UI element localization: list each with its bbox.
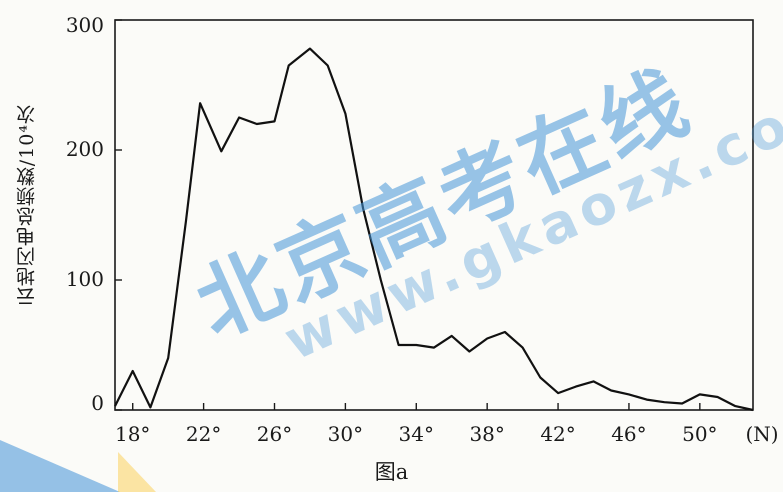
y-tick-label: 300: [66, 13, 104, 37]
y-tick-label: 0: [91, 391, 104, 415]
y-axis-label-wrap: 云地闪电总频数/10⁴次: [8, 20, 44, 390]
x-tick-label: 38°: [469, 422, 504, 446]
x-tick-label: 26°: [257, 422, 292, 446]
y-axis-ticks: 0 100 200 300: [66, 13, 122, 415]
y-tick-label: 200: [66, 137, 104, 161]
x-tick-label: 46°: [611, 422, 646, 446]
y-tick-label: 100: [66, 267, 104, 291]
x-tick-label: 42°: [540, 422, 575, 446]
x-tick-label: 22°: [186, 422, 221, 446]
x-tick-label: 34°: [399, 422, 434, 446]
corner-accent-blue: [0, 440, 120, 492]
plot-frame: [114, 19, 754, 411]
x-tick-label: 30°: [328, 422, 363, 446]
x-axis-unit: (N): [745, 422, 778, 446]
figure-caption: 图a: [374, 460, 409, 484]
x-axis-ticks: 18° 22° 26° 30° 34° 38° 42° 46° 50°: [115, 403, 718, 446]
corner-accent-yellow: [118, 452, 156, 492]
x-tick-label: 50°: [682, 422, 717, 446]
x-tick-label: 18°: [115, 422, 150, 446]
series-line: [114, 47, 754, 412]
y-axis-label: 云地闪电总频数/10⁴次: [15, 103, 38, 307]
